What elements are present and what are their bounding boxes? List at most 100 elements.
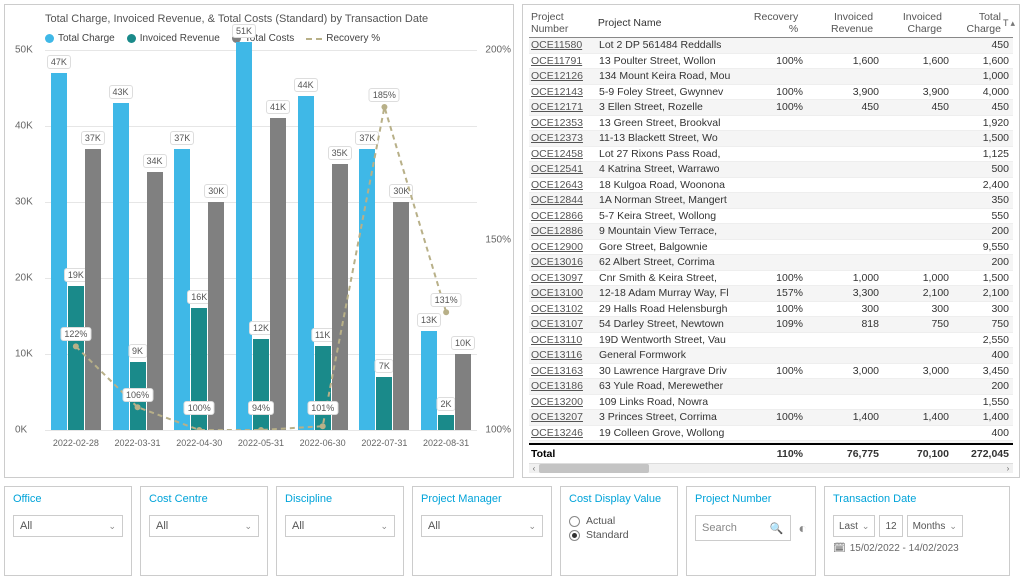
cell-pn[interactable]: OCE12900 [529,241,599,253]
col-extra[interactable]: T▴ [1003,18,1013,29]
col-project-name[interactable]: Project Name [598,17,745,29]
bar-total_charge[interactable]: 44K [298,96,314,430]
table-row[interactable]: OCE1310229 Halls Road Helensburgh100%300… [529,302,1013,318]
bar-total_costs[interactable]: 30K [208,202,224,430]
table-row[interactable]: OCE121435-9 Foley Street, Gwynnev100%3,9… [529,85,1013,101]
bar-invoiced_revenue[interactable]: 2K [438,415,454,430]
cell-pn[interactable]: OCE12643 [529,179,599,191]
office-select[interactable]: All⌄ [13,515,123,537]
cell-pn[interactable]: OCE13200 [529,396,599,408]
cell-pn[interactable]: OCE13207 [529,411,599,423]
legend-invoiced-revenue[interactable]: Invoiced Revenue [127,33,220,44]
cell-pn[interactable]: OCE13097 [529,272,599,284]
bar-total_charge[interactable]: 13K [421,331,437,430]
table-row[interactable]: OCE1264318 Kulgoa Road, Woonona2,400 [529,178,1013,194]
cell-pn[interactable]: OCE12143 [529,86,599,98]
col-invoiced-charge[interactable]: Invoiced Charge [879,11,948,35]
table-row[interactable]: OCE1311019D Wentworth Street, Vau2,550 [529,333,1013,349]
table-row[interactable]: OCE128869 Mountain View Terrace,200 [529,224,1013,240]
month-group[interactable]: 47K19K37K2022-02-28 [48,50,104,430]
eraser-icon[interactable]: ◐ [799,520,807,536]
month-group[interactable]: 43K9K34K2022-03-31 [110,50,166,430]
cell-pn[interactable]: OCE13016 [529,256,599,268]
table-body[interactable]: OCE11580Lot 2 DP 561484 Reddalls450OCE11… [529,38,1013,443]
bar-total_costs[interactable]: 30K [393,202,409,430]
table-row[interactable]: OCE128441A Norman Street, Mangert350 [529,193,1013,209]
month-group[interactable]: 51K12K41K2022-05-31 [233,50,289,430]
col-invoiced-revenue[interactable]: Invoiced Revenue [804,11,879,35]
cost-centre-select[interactable]: All⌄ [149,515,259,537]
legend-total-charge[interactable]: Total Charge [45,33,115,44]
pm-select[interactable]: All⌄ [421,515,543,537]
cell-pn[interactable]: OCE11791 [529,55,599,67]
table-row[interactable]: OCE121713 Ellen Street, Rozelle100%45045… [529,100,1013,116]
table-row[interactable]: OCE13116General Formwork400 [529,348,1013,364]
bar-invoiced_revenue[interactable]: 7K [376,377,392,430]
discipline-select[interactable]: All⌄ [285,515,395,537]
scroll-left-icon[interactable]: ‹ [529,464,539,474]
cell-pn[interactable]: OCE12886 [529,225,599,237]
table-row[interactable]: OCE125414 Katrina Street, Warrawo500 [529,162,1013,178]
bar-total_costs[interactable]: 37K [85,149,101,430]
table-row[interactable]: OCE13200109 Links Road, Nowra1,550 [529,395,1013,411]
cell-pn[interactable]: OCE12844 [529,194,599,206]
table-row[interactable]: OCE1324619 Colleen Grove, Wollong400 [529,426,1013,442]
scroll-thumb[interactable] [539,464,649,473]
cell-pn[interactable]: OCE12458 [529,148,599,160]
cell-pn[interactable]: OCE11580 [529,39,599,51]
table-row[interactable]: OCE11580Lot 2 DP 561484 Reddalls450 [529,38,1013,54]
col-project-number[interactable]: Project Number [529,11,598,35]
bar-invoiced_revenue[interactable]: 19K [68,286,84,430]
bar-invoiced_revenue[interactable]: 11K [315,346,331,430]
project-number-search[interactable]: Search 🔍 [695,515,791,541]
table-row[interactable]: OCE12458Lot 27 Rixons Pass Road,1,125 [529,147,1013,163]
bar-total_costs[interactable]: 10K [455,354,471,430]
table-row[interactable]: OCE1316330 Lawrence Hargrave Driv100%3,0… [529,364,1013,380]
cell-pn[interactable]: OCE13116 [529,349,599,361]
cell-pn[interactable]: OCE12866 [529,210,599,222]
horizontal-scrollbar[interactable]: ‹ › [529,463,1013,473]
bar-total_charge[interactable]: 37K [359,149,375,430]
cell-pn[interactable]: OCE13100 [529,287,599,299]
table-row[interactable]: OCE128665-7 Keira Street, Wollong550 [529,209,1013,225]
bar-total_charge[interactable]: 51K [236,42,252,430]
month-group[interactable]: 37K16K30K2022-04-30 [171,50,227,430]
bar-total_costs[interactable]: 41K [270,118,286,430]
table-row[interactable]: OCE1310754 Darley Street, Newtown109%818… [529,317,1013,333]
month-group[interactable]: 13K2K10K2022-08-31 [418,50,474,430]
cell-pn[interactable]: OCE12353 [529,117,599,129]
cell-pn[interactable]: OCE13107 [529,318,599,330]
cell-pn[interactable]: OCE12126 [529,70,599,82]
bar-total_charge[interactable]: 43K [113,103,129,430]
col-total-charge[interactable]: Total Charge [948,11,1003,35]
month-group[interactable]: 44K11K35K2022-06-30 [295,50,351,430]
table-row[interactable]: OCE12126134 Mount Keira Road, Mou1,000 [529,69,1013,85]
cell-pn[interactable]: OCE12171 [529,101,599,113]
bar-total_charge[interactable]: 47K [51,73,67,430]
table-row[interactable]: OCE1179113 Poulter Street, Wollon100%1,6… [529,54,1013,70]
date-rel-type[interactable]: Last⌄ [833,515,875,537]
cell-pn[interactable]: OCE12541 [529,163,599,175]
table-row[interactable]: OCE1237311-13 Blackett Street, Wo1,500 [529,131,1013,147]
date-rel-count[interactable]: 12 [879,515,902,537]
cell-pn[interactable]: OCE12373 [529,132,599,144]
table-row[interactable]: OCE132073 Princes Street, Corrima100%1,4… [529,410,1013,426]
bar-total_charge[interactable]: 37K [174,149,190,430]
table-row[interactable]: OCE1301662 Albert Street, Corrima200 [529,255,1013,271]
table-row[interactable]: OCE13097Cnr Smith & Keira Street,100%1,0… [529,271,1013,287]
radio-standard[interactable]: Standard [569,529,669,541]
cell-pn[interactable]: OCE13186 [529,380,599,392]
bar-total_costs[interactable]: 35K [332,164,348,430]
bar-invoiced_revenue[interactable]: 12K [253,339,269,430]
month-group[interactable]: 37K7K30K2022-07-31 [357,50,413,430]
date-rel-unit[interactable]: Months⌄ [907,515,963,537]
table-row[interactable]: OCE1318663 Yule Road, Merewether200 [529,379,1013,395]
cell-pn[interactable]: OCE13102 [529,303,599,315]
table-row[interactable]: OCE12900Gore Street, Balgownie9,550 [529,240,1013,256]
table-row[interactable]: OCE1235313 Green Street, Brookval1,920 [529,116,1013,132]
cell-pn[interactable]: OCE13246 [529,427,599,439]
legend-recovery[interactable]: Recovery % [306,33,380,44]
cell-pn[interactable]: OCE13110 [529,334,599,346]
table-row[interactable]: OCE1310012-18 Adam Murray Way, Fl157%3,3… [529,286,1013,302]
col-recovery[interactable]: Recovery % [745,11,804,35]
